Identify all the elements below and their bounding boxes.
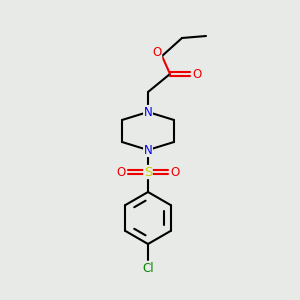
Text: S: S	[144, 166, 152, 178]
Text: O: O	[116, 166, 126, 178]
Text: O: O	[152, 46, 162, 59]
Text: O: O	[192, 68, 202, 80]
Text: N: N	[144, 106, 152, 118]
Text: Cl: Cl	[142, 262, 154, 275]
Text: N: N	[144, 143, 152, 157]
Text: O: O	[170, 166, 180, 178]
